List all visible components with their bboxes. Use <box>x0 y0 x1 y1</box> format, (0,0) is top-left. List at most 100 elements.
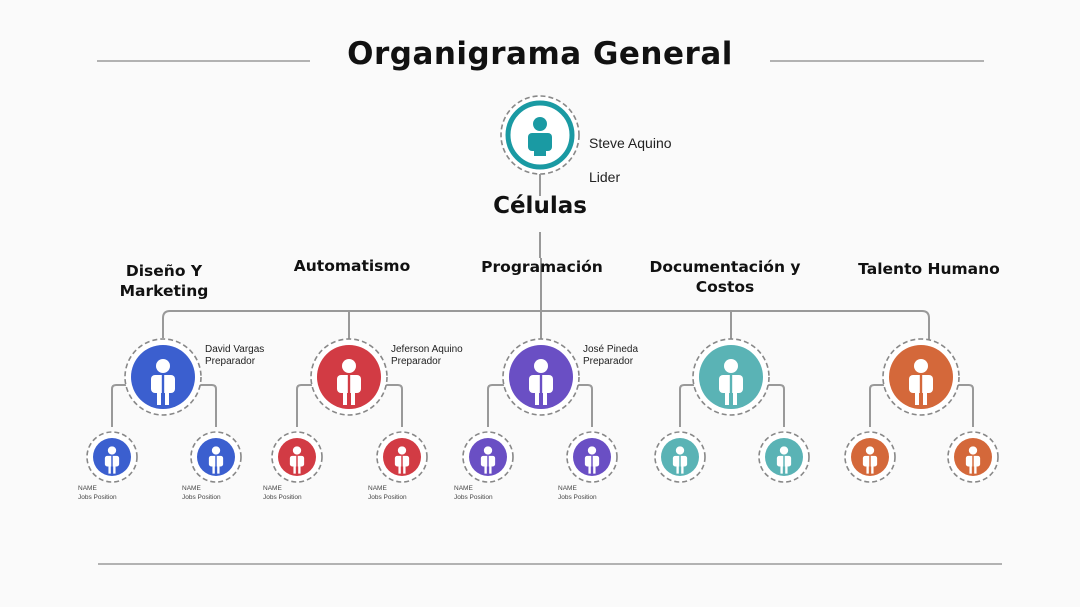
leader-name: Steve Aquino <box>589 135 672 151</box>
person-leg-icon <box>923 391 927 405</box>
person-leg-icon <box>543 391 547 405</box>
section-subtitle: Células <box>493 193 587 219</box>
department-head-avatar <box>124 338 202 416</box>
member-connector <box>764 384 785 427</box>
member-connector <box>382 384 403 427</box>
person-leg-icon <box>725 391 729 405</box>
member-connector <box>679 384 698 427</box>
member-connector <box>296 384 316 427</box>
person-gap <box>161 375 165 405</box>
department-head-label: Jeferson Aquino Preparador <box>391 344 463 367</box>
person-head-icon <box>483 446 493 455</box>
person-head-icon <box>292 446 302 455</box>
person-head-icon <box>211 446 221 455</box>
person-head-icon <box>534 359 548 373</box>
member-avatar <box>190 431 242 483</box>
leader-head-icon <box>533 117 547 131</box>
person-gap <box>401 455 403 474</box>
member-connector <box>574 384 593 427</box>
member-avatar <box>376 431 428 483</box>
person-head-icon <box>865 446 875 455</box>
person-leg-icon <box>217 465 220 474</box>
person-head-icon <box>107 446 117 455</box>
person-leg-icon <box>398 465 401 474</box>
person-leg-icon <box>593 465 596 474</box>
department-name: Documentación y Costos <box>649 258 801 296</box>
person-leg-icon <box>676 465 679 474</box>
person-gap <box>679 455 681 474</box>
person-leg-icon <box>484 465 487 474</box>
person-leg-icon <box>113 465 116 474</box>
person-head-icon <box>675 446 685 455</box>
person-head-icon <box>724 359 738 373</box>
member-label: NAME Jobs Position <box>182 485 221 501</box>
person-gap <box>972 455 974 474</box>
person-leg-icon <box>108 465 111 474</box>
member-avatar <box>271 431 323 483</box>
person-head-icon <box>342 359 356 373</box>
person-leg-icon <box>351 391 355 405</box>
member-label: NAME Jobs Position <box>263 485 302 501</box>
department-head-label: José Pineda Preparador <box>583 344 639 367</box>
person-head-icon <box>156 359 170 373</box>
department-name: Automatismo <box>293 257 411 275</box>
person-gap <box>347 375 351 405</box>
person-gap <box>591 455 593 474</box>
person-leg-icon <box>871 465 874 474</box>
person-head-icon <box>587 446 597 455</box>
person-head-icon <box>397 446 407 455</box>
department-head-avatar <box>882 338 960 416</box>
member-label: NAME Jobs Position <box>558 485 597 501</box>
person-leg-icon <box>157 391 161 405</box>
member-connector <box>111 384 130 427</box>
person-leg-icon <box>915 391 919 405</box>
department-head-avatar <box>310 338 388 416</box>
member-avatar <box>844 431 896 483</box>
person-leg-icon <box>298 465 301 474</box>
person-leg-icon <box>212 465 215 474</box>
member-avatar <box>86 431 138 483</box>
person-gap <box>919 375 923 405</box>
member-connector <box>196 384 217 427</box>
member-connector <box>954 384 974 427</box>
department-head-avatar <box>502 338 580 416</box>
member-avatar <box>566 431 618 483</box>
person-leg-icon <box>969 465 972 474</box>
member-connector <box>487 384 508 427</box>
person-gap <box>539 375 543 405</box>
member-avatar <box>654 431 706 483</box>
person-leg-icon <box>733 391 737 405</box>
person-gap <box>487 455 489 474</box>
department-head-avatar <box>692 338 770 416</box>
person-leg-icon <box>293 465 296 474</box>
person-leg-icon <box>785 465 788 474</box>
department-name: Diseño Y Marketing <box>119 262 209 300</box>
person-leg-icon <box>974 465 977 474</box>
member-avatar <box>758 431 810 483</box>
person-gap <box>869 455 871 474</box>
person-gap <box>783 455 785 474</box>
person-leg-icon <box>165 391 169 405</box>
person-leg-icon <box>866 465 869 474</box>
person-leg-icon <box>780 465 783 474</box>
department-head-label: David Vargas Preparador <box>205 344 265 367</box>
department-name: Talento Humano <box>858 260 1000 278</box>
person-gap <box>111 455 113 474</box>
member-avatar <box>462 431 514 483</box>
person-leg-icon <box>588 465 591 474</box>
department-name: Programación <box>481 258 603 276</box>
person-leg-icon <box>403 465 406 474</box>
member-label: NAME Jobs Position <box>368 485 407 501</box>
page-title: Organigrama General <box>347 36 733 72</box>
leader-leg-icon <box>534 146 546 156</box>
leader-label: Steve Aquino Lider <box>589 118 672 186</box>
member-avatar <box>947 431 999 483</box>
person-gap <box>296 455 298 474</box>
member-connector <box>869 384 888 427</box>
person-head-icon <box>779 446 789 455</box>
person-gap <box>729 375 733 405</box>
person-leg-icon <box>343 391 347 405</box>
person-leg-icon <box>535 391 539 405</box>
person-gap <box>215 455 217 474</box>
